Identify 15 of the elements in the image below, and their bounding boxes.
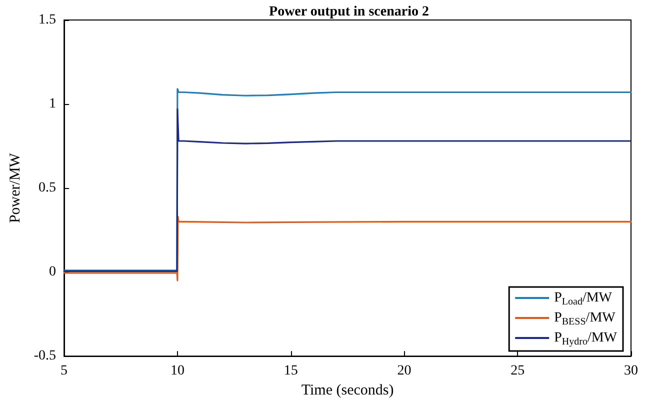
x-axis-title: Time (seconds) bbox=[301, 382, 394, 398]
x-tick-label: 15 bbox=[284, 364, 298, 379]
y-tick-label: 1.5 bbox=[38, 12, 56, 28]
y-tick-label: 0.5 bbox=[38, 180, 56, 196]
chart-title: Power output in scenario 2 bbox=[269, 4, 429, 20]
x-tick-label: 20 bbox=[397, 364, 412, 379]
y-tick-label: 1 bbox=[49, 96, 56, 112]
y-tick-label: -0.5 bbox=[34, 348, 56, 364]
x-tick-label: 10 bbox=[170, 364, 184, 379]
y-tick-label: 0 bbox=[49, 264, 56, 280]
x-tick-label: 5 bbox=[60, 364, 68, 379]
x-tick-label: 30 bbox=[624, 364, 638, 379]
line-series bbox=[63, 216, 632, 282]
x-tick-label: 25 bbox=[510, 364, 525, 379]
y-axis-title: Power/MW bbox=[8, 152, 24, 224]
